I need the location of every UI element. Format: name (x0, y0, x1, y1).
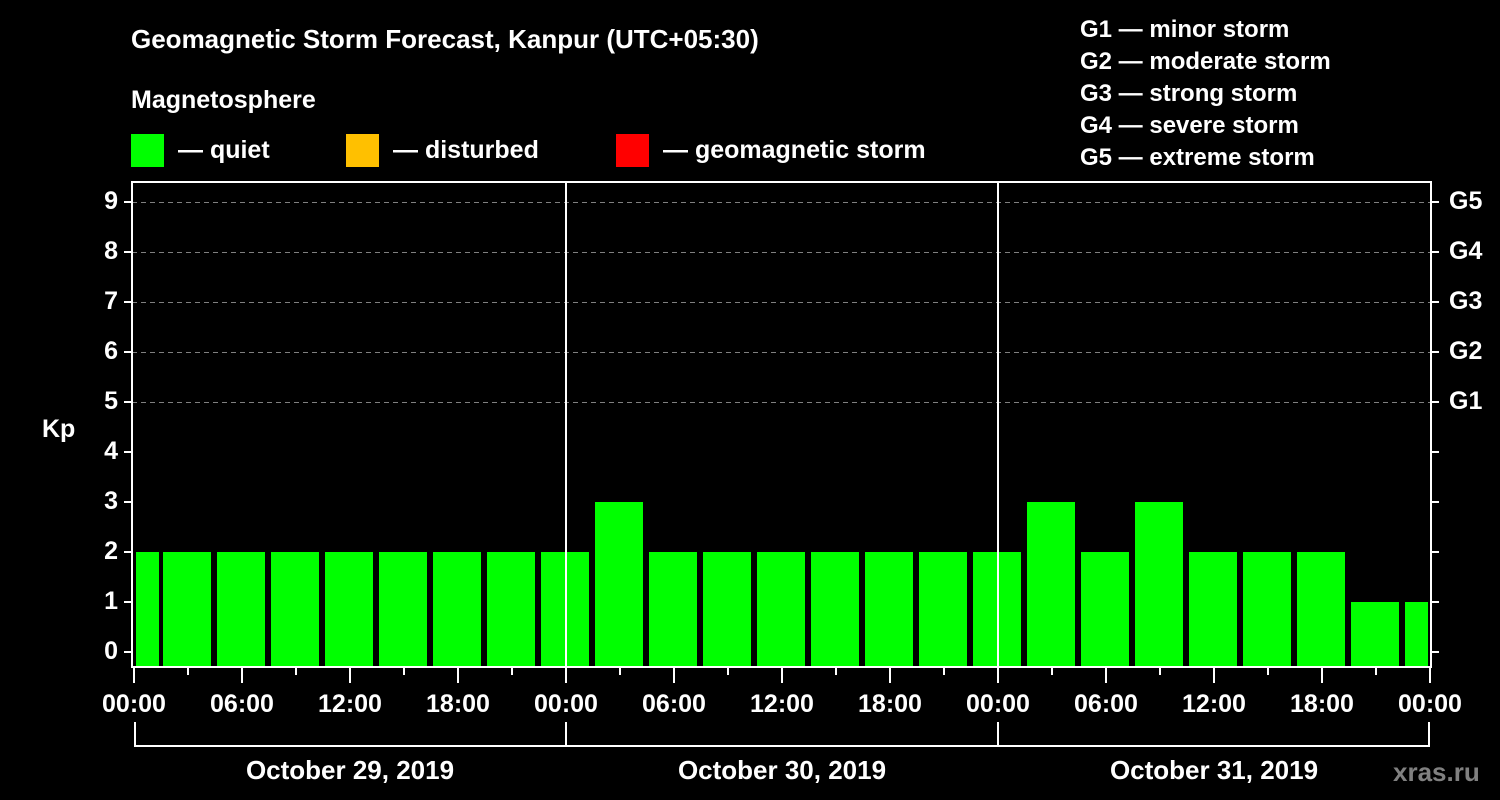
date-label: October 30, 2019 (677, 755, 887, 785)
g1-description: G1 — minor storm (1080, 16, 1290, 43)
x-tick-label: 00:00 (1398, 690, 1462, 718)
x-tick-label: 00:00 (534, 690, 598, 718)
g5-description: G5 — extreme storm (1080, 144, 1315, 171)
date-label: October 31, 2019 (1109, 755, 1319, 785)
kp-bar (919, 552, 967, 666)
y-axis-label: Kp (42, 415, 76, 443)
x-tick-label: 06:00 (1074, 690, 1138, 718)
g3-description: G3 — strong storm (1080, 80, 1298, 107)
x-tick-label: 00:00 (966, 690, 1030, 718)
kp-bar (811, 552, 859, 666)
x-tick-label: 00:00 (102, 690, 166, 718)
y-tick-label: 6 (104, 337, 118, 365)
kp-bar (1351, 602, 1399, 666)
y-tick-label: 1 (104, 587, 118, 615)
x-tick-label: 12:00 (750, 690, 814, 718)
storm-scale-legend: G1 — minor storm G2 — moderate storm G3 … (1080, 14, 1331, 174)
kp-bar (703, 552, 751, 666)
g4-description: G4 — severe storm (1080, 112, 1299, 139)
x-tick-label: 12:00 (318, 690, 382, 718)
x-tick-label: 18:00 (858, 690, 922, 718)
legend-storm: — geomagnetic storm (616, 133, 926, 167)
legend-storm-label: — geomagnetic storm (663, 135, 926, 164)
y-tick-label: 0 (104, 637, 118, 665)
kp-bar (271, 552, 319, 666)
storm-swatch (616, 133, 649, 167)
y-tick-label: 7 (104, 287, 118, 315)
kp-bar (1405, 602, 1428, 666)
x-tick-label: 18:00 (1290, 690, 1354, 718)
legend-quiet: — quiet (131, 133, 270, 167)
kp-bar (379, 552, 427, 666)
y-tick-label: 9 (104, 187, 118, 215)
kp-bar (1297, 552, 1345, 666)
g-scale-label: G3 (1449, 287, 1483, 315)
x-tick-label: 06:00 (210, 690, 274, 718)
date-bracket (134, 722, 1430, 747)
y-tick-label: 8 (104, 237, 118, 265)
kp-bar (595, 502, 643, 666)
date-label: October 29, 2019 (245, 755, 455, 785)
legend-quiet-label: — quiet (178, 135, 270, 164)
x-tick-label: 06:00 (642, 690, 706, 718)
x-tick-label: 18:00 (426, 690, 490, 718)
y-tick-label: 4 (104, 437, 118, 465)
kp-bar (1189, 552, 1237, 666)
legend-disturbed-label: — disturbed (393, 135, 539, 164)
kp-bar (217, 552, 265, 666)
y-tick-label: 2 (104, 537, 118, 565)
kp-bar (1081, 552, 1129, 666)
disturbed-swatch (346, 133, 379, 167)
kp-bar (433, 552, 481, 666)
kp-bar (487, 552, 535, 666)
g-scale-label: G1 (1449, 387, 1483, 415)
kp-bar (1135, 502, 1183, 666)
g-scale-label: G5 (1449, 187, 1483, 215)
legend-title: Magnetosphere (131, 86, 316, 114)
g-scale-label: G4 (1449, 237, 1483, 265)
kp-bar (163, 552, 211, 666)
g-scale-label: G2 (1449, 337, 1483, 365)
kp-bar (1027, 502, 1075, 666)
kp-bar (136, 552, 159, 666)
kp-bar (1243, 552, 1291, 666)
x-tick-label: 12:00 (1182, 690, 1246, 718)
kp-bar (757, 552, 805, 666)
legend-disturbed: — disturbed (346, 133, 539, 167)
quiet-swatch (131, 133, 164, 167)
chart-title: Geomagnetic Storm Forecast, Kanpur (UTC+… (131, 24, 759, 54)
watermark: xras.ru (1393, 757, 1480, 787)
kp-bar (865, 552, 913, 666)
y-tick-label: 5 (104, 387, 118, 415)
g2-description: G2 — moderate storm (1080, 48, 1331, 75)
kp-bar (649, 552, 697, 666)
kp-bar (325, 552, 373, 666)
y-tick-label: 3 (104, 487, 118, 515)
